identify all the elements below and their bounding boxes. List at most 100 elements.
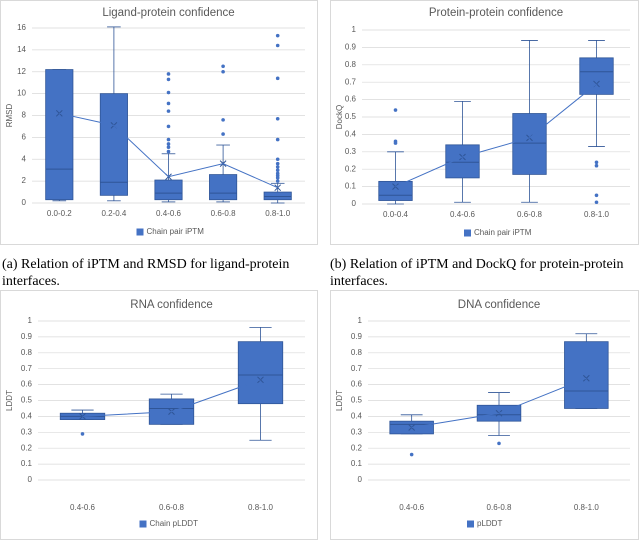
box <box>378 180 413 201</box>
panel-border <box>0 290 318 540</box>
legend-label: Chain pair iPTM <box>147 227 205 236</box>
x-tick-label: 0.8-1.0 <box>574 503 599 512</box>
y-tick-label: 0.7 <box>351 364 363 373</box>
y-tick-label: 0.4 <box>345 130 357 139</box>
y-tick-label: 1 <box>352 25 357 34</box>
y-tick-label: 0.9 <box>351 332 363 341</box>
mean-marker <box>274 184 282 192</box>
y-tick-label: 0 <box>22 198 27 207</box>
y-tick-label: 0.4 <box>21 412 33 421</box>
y-tick-label: 12 <box>17 67 26 76</box>
box <box>209 174 238 201</box>
box <box>99 93 128 196</box>
outlier <box>166 101 171 106</box>
box <box>237 341 284 405</box>
panel-border <box>330 290 639 540</box>
y-tick-label: 0.1 <box>21 459 33 468</box>
y-tick-label: 0 <box>28 475 33 484</box>
y-tick-label: 0.8 <box>351 348 363 357</box>
y-tick-label: 0 <box>352 199 357 208</box>
box <box>579 57 614 95</box>
outlier <box>166 149 171 154</box>
outlier <box>166 77 171 82</box>
outlier <box>275 179 280 183</box>
y-tick-label: 0.3 <box>21 427 33 436</box>
box <box>45 69 74 201</box>
y-tick-label: 0.5 <box>21 396 33 405</box>
y-tick-label: 10 <box>17 89 26 98</box>
outlier <box>594 193 599 198</box>
y-tick-label: 0.6 <box>345 95 357 104</box>
outlier <box>275 168 280 172</box>
outlier <box>221 69 225 74</box>
box <box>445 144 480 179</box>
y-tick-label: 1 <box>28 316 33 325</box>
y-axis-label: RMSD <box>5 104 14 128</box>
y-tick-label: 2 <box>22 176 27 185</box>
y-tick-label: 0.5 <box>345 112 357 121</box>
outlier <box>275 161 280 166</box>
chart-title: Ligand-protein confidence <box>102 7 234 19</box>
outlier <box>275 137 280 142</box>
caption: (a) Relation of iPTM and RMSD for ligand… <box>2 257 290 289</box>
legend-swatch <box>136 228 144 236</box>
outlier <box>166 109 171 113</box>
legend-swatch <box>139 520 147 528</box>
mean-line <box>82 379 261 417</box>
outlier <box>594 163 599 168</box>
outlier <box>275 165 280 169</box>
panel-border <box>330 0 639 245</box>
x-tick-label: 0.6-0.8 <box>487 503 512 512</box>
y-tick-label: 16 <box>17 23 26 32</box>
y-axis-label: LDDT <box>5 390 14 411</box>
y-tick-label: 4 <box>22 154 27 163</box>
y-axis-label: LDDT <box>335 390 344 411</box>
y-tick-label: 0.2 <box>21 443 33 452</box>
outlier <box>275 33 280 38</box>
y-tick-label: 0 <box>358 475 363 484</box>
y-tick-label: 6 <box>22 132 27 141</box>
x-tick-label: 0.2-0.4 <box>101 209 126 218</box>
y-tick-label: 0.8 <box>21 348 33 357</box>
chart-title: Protein-protein confidence <box>429 7 563 19</box>
x-tick-label: 0.4-0.6 <box>399 503 424 512</box>
x-tick-label: 0.8-1.0 <box>265 209 290 218</box>
outlier <box>166 137 171 142</box>
outlier <box>497 441 501 446</box>
y-tick-label: 0.6 <box>351 380 363 389</box>
y-tick-label: 0.5 <box>351 396 363 405</box>
y-tick-label: 0.8 <box>345 60 357 69</box>
x-tick-label: 0.0-0.4 <box>383 210 408 219</box>
y-tick-label: 0.7 <box>345 77 357 86</box>
chart-title: DNA confidence <box>458 299 540 311</box>
caption: (b) Relation of iPTM and DockQ for prote… <box>330 257 624 289</box>
x-tick-label: 0.6-0.8 <box>517 210 542 219</box>
outlier <box>80 432 85 436</box>
outlier <box>166 90 171 95</box>
mean-line <box>59 112 278 189</box>
outlier <box>594 160 599 165</box>
box <box>512 113 547 175</box>
outlier <box>221 118 225 122</box>
outlier <box>221 132 225 136</box>
outlier <box>166 72 171 76</box>
legend-label: Chain pLDDT <box>150 519 199 528</box>
y-axis-label: DockQ <box>335 105 344 129</box>
mean-line <box>411 377 587 429</box>
y-tick-label: 0.2 <box>351 443 363 452</box>
x-tick-label: 0.6-0.8 <box>211 209 236 218</box>
y-tick-label: 0.6 <box>21 380 33 389</box>
x-tick-label: 0.4-0.6 <box>156 209 181 218</box>
y-tick-label: 0.1 <box>351 459 363 468</box>
y-tick-label: 0.4 <box>351 412 363 421</box>
outlier <box>393 108 398 112</box>
x-tick-label: 0.4-0.6 <box>70 503 95 512</box>
legend-label: Chain pair iPTM <box>474 228 532 237</box>
outlier <box>221 64 225 69</box>
x-tick-label: 0.8-1.0 <box>248 503 273 512</box>
x-tick-label: 0.4-0.6 <box>450 210 475 219</box>
outlier <box>166 145 171 150</box>
legend-swatch <box>464 229 471 237</box>
x-tick-label: 0.8-1.0 <box>584 210 609 219</box>
